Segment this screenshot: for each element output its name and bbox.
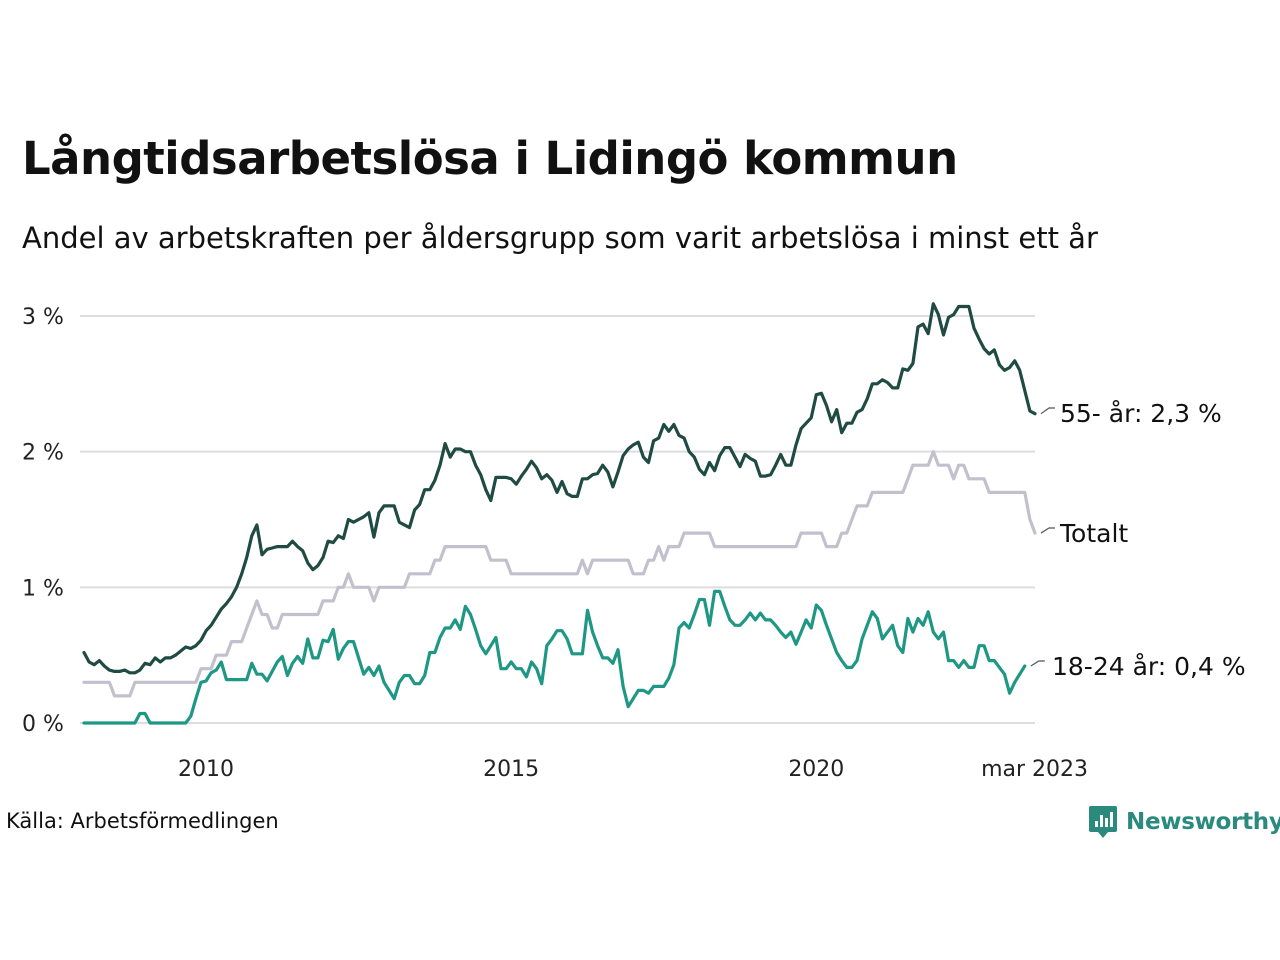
label-leader-older <box>1040 407 1055 415</box>
x-tick-label: 2010 <box>178 757 234 782</box>
series-label-older: 55- år: 2,3 % <box>1060 399 1222 428</box>
y-axis: 0 % 1 % 2 % 3 % <box>22 305 64 737</box>
series-line-older <box>82 302 1037 675</box>
series-line-young <box>82 589 1027 725</box>
y-tick-label: 0 % <box>22 712 64 737</box>
label-leader-total <box>1040 527 1055 534</box>
series-label-total: Totalt <box>1059 519 1128 548</box>
newsworthy-logo-text: Newsworthy <box>1126 809 1280 835</box>
series-label-young: 18-24 år: 0,4 % <box>1052 652 1246 681</box>
series-labels: Totalt 18-24 år: 0,4 % 55- år: 2,3 % <box>1030 399 1246 681</box>
y-tick-label: 3 % <box>22 305 64 330</box>
series-line-total <box>82 450 1037 698</box>
x-tick-label: mar 2023 <box>981 757 1088 782</box>
chart-subtitle: Andel av arbetskraften per åldersgrupp s… <box>22 221 1098 255</box>
chart-title: Långtidsarbetslösa i Lidingö kommun <box>22 132 958 185</box>
x-tick-label: 2015 <box>483 757 539 782</box>
y-tick-label: 2 % <box>22 441 64 466</box>
grid-lines <box>80 315 1035 724</box>
newsworthy-logo[interactable]: Newsworthy <box>1088 803 1280 841</box>
y-tick-label: 1 % <box>22 576 64 601</box>
series-lines <box>82 302 1037 725</box>
newsworthy-logo-icon <box>1089 806 1117 838</box>
source-note: Källa: Arbetsförmedlingen <box>6 809 279 833</box>
x-tick-label: 2020 <box>788 757 844 782</box>
x-axis: 2010 2015 2020 mar 2023 <box>178 757 1088 782</box>
label-leader-young <box>1030 660 1045 667</box>
